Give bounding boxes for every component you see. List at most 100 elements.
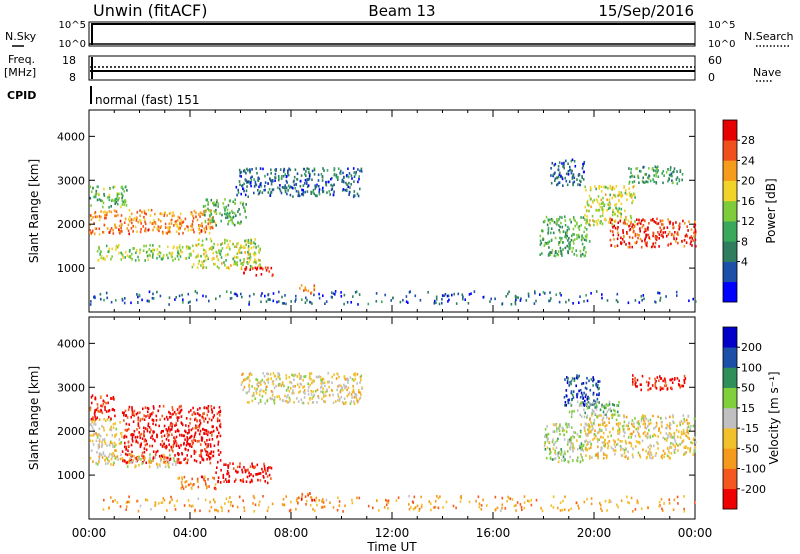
velocity-echo-cell <box>608 500 610 504</box>
velocity-echo-cell <box>669 427 671 430</box>
power-echo-cell <box>157 253 159 256</box>
power-echo-cell <box>279 168 282 171</box>
velocity-echo-cell <box>94 397 97 401</box>
power-echo-cell <box>662 223 664 226</box>
velocity-echo-cell <box>177 452 179 455</box>
power-echo-cell <box>573 233 575 236</box>
velocity-echo-cell <box>321 379 323 383</box>
power-echo-cell <box>136 293 138 296</box>
power-echo-cell <box>352 167 355 170</box>
velocity-echo-cell <box>673 435 676 439</box>
velocity-echo-cell <box>171 413 173 416</box>
velocity-echo-cell <box>141 462 144 465</box>
power-echo-cell <box>97 185 99 189</box>
power-echo-cell <box>198 228 200 232</box>
power-echo-cell <box>153 225 156 229</box>
velocity-echo-cell <box>137 509 140 513</box>
velocity-echo-cell <box>94 423 97 426</box>
velocity-echo-cell <box>682 428 685 432</box>
velocity-echo-cell <box>367 504 370 508</box>
power-echo-cell <box>96 250 99 253</box>
velocity-echo-cell <box>217 476 220 479</box>
power-echo-cell <box>203 229 206 233</box>
power-echo-cell <box>657 291 659 295</box>
power-echo-cell <box>612 233 615 237</box>
power-echo-cell <box>283 302 285 305</box>
velocity-echo-cell <box>266 481 269 485</box>
velocity-echo-cell <box>102 426 105 429</box>
power-echo-cell <box>558 173 561 177</box>
velocity-echo-cell <box>144 456 146 460</box>
velocity-echo-cell <box>631 419 634 422</box>
velocity-echo-cell <box>165 437 168 441</box>
velocity-echo-cell <box>102 438 104 442</box>
power-echo-cell <box>204 213 206 217</box>
power-echo-cell <box>565 172 568 176</box>
velocity-echo-cell <box>221 509 223 513</box>
velocity-echo-cell <box>227 472 230 475</box>
power-echo-cell <box>560 252 562 255</box>
velocity-echo-cell <box>119 505 122 508</box>
velocity-echo-cell <box>126 416 129 419</box>
power-echo-cell <box>582 178 585 181</box>
power-echo-cell <box>226 239 228 242</box>
velocity-echo-cell <box>634 376 636 380</box>
velocity-echo-cell <box>638 434 640 437</box>
velocity-echo-cell <box>311 381 313 385</box>
velocity-ylabel: Slant Range [km] <box>27 366 41 470</box>
velocity-echo-cell <box>226 469 229 473</box>
velocity-echo-cell <box>146 428 149 431</box>
velocity-echo-cell <box>249 465 252 468</box>
velocity-echo-cell <box>693 449 696 453</box>
power-echo-cell <box>346 183 348 186</box>
power-echo-cell <box>241 262 243 265</box>
power-echo-cell <box>375 300 378 303</box>
velocity-echo-cell <box>583 426 586 430</box>
power-echo-cell <box>189 300 191 304</box>
velocity-echo-cell <box>613 403 615 407</box>
velocity-echo-cell <box>212 454 215 458</box>
velocity-echo-cell <box>645 417 648 421</box>
velocity-echo-cell <box>612 448 614 451</box>
power-echo-cell <box>200 254 202 258</box>
power-echo-cell <box>621 238 624 241</box>
power-echo-cell <box>261 191 264 194</box>
power-echo-cell <box>121 199 124 202</box>
power-echo-cell <box>187 229 190 232</box>
velocity-echo-cell <box>559 424 561 427</box>
velocity-echo-cell <box>635 440 638 443</box>
power-echo-cell <box>614 194 616 197</box>
power-echo-cell <box>611 218 613 221</box>
velocity-echo-cell <box>300 383 303 386</box>
velocity-echo-cell <box>637 420 640 423</box>
velocity-echo-cell <box>603 444 605 447</box>
velocity-echo-cell <box>575 376 578 379</box>
power-echo-cell <box>159 251 162 255</box>
velocity-echo-cell <box>317 396 320 400</box>
power-echo-cell <box>280 191 283 195</box>
power-echo-cell <box>143 218 146 221</box>
velocity-echo-cell <box>507 496 510 500</box>
velocity-colorbar-tick-label: -15 <box>741 422 759 435</box>
power-echo-cell <box>244 246 246 249</box>
power-echo-cell <box>190 212 192 216</box>
power-echo-cell <box>139 251 141 255</box>
power-echo-cell <box>549 291 551 294</box>
velocity-echo-cell <box>188 428 190 432</box>
power-echo-cell <box>250 239 253 242</box>
velocity-echo-cell <box>314 509 316 513</box>
velocity-echo-cell <box>114 422 117 425</box>
power-echo-cell <box>255 167 257 170</box>
power-echo-cell <box>633 193 636 197</box>
velocity-echo-cell <box>643 430 646 434</box>
power-echo-cell <box>186 245 189 249</box>
power-echo-cell <box>554 254 557 258</box>
power-echo-cell <box>687 229 689 232</box>
power-echo-cell <box>622 221 625 225</box>
power-echo-cell <box>558 218 560 221</box>
velocity-echo-cell <box>258 503 260 507</box>
power-echo-cell <box>244 178 247 182</box>
power-echo-cell <box>298 192 300 195</box>
power-echo-cell <box>683 239 686 242</box>
velocity-echo-cell <box>213 444 216 448</box>
